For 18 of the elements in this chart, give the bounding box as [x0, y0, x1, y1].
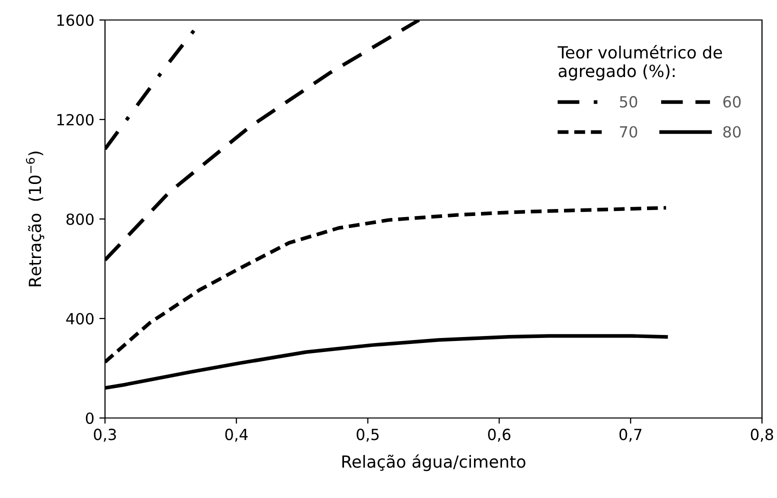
y-tick-label: 1600 — [57, 14, 94, 26]
y-tick-label: 400 — [66, 312, 94, 325]
legend-label: 60 — [723, 96, 741, 108]
x-tick-label: 0,4 — [225, 428, 248, 442]
y-tick-label: 800 — [66, 213, 94, 226]
x-tick-label: 0,6 — [488, 428, 510, 442]
x-tick-label: 0,5 — [356, 428, 379, 442]
x-tick-label: 0,7 — [619, 428, 642, 442]
legend-title: Teor volumétrico de agregado (%): — [558, 45, 722, 80]
x-tick-label: 0,3 — [94, 428, 116, 442]
y-axis-title: Retração (10$^{−6}$) — [26, 152, 44, 286]
x-axis-title: Relação água/cimento — [342, 454, 526, 472]
y-tick-label: 0 — [86, 412, 94, 424]
y-tick-label: 1200 — [57, 114, 94, 126]
x-tick-label: 0,8 — [750, 428, 774, 442]
legend-label: 70 — [620, 126, 638, 138]
legend-label: 50 — [620, 96, 638, 108]
legend-label: 80 — [723, 126, 741, 138]
